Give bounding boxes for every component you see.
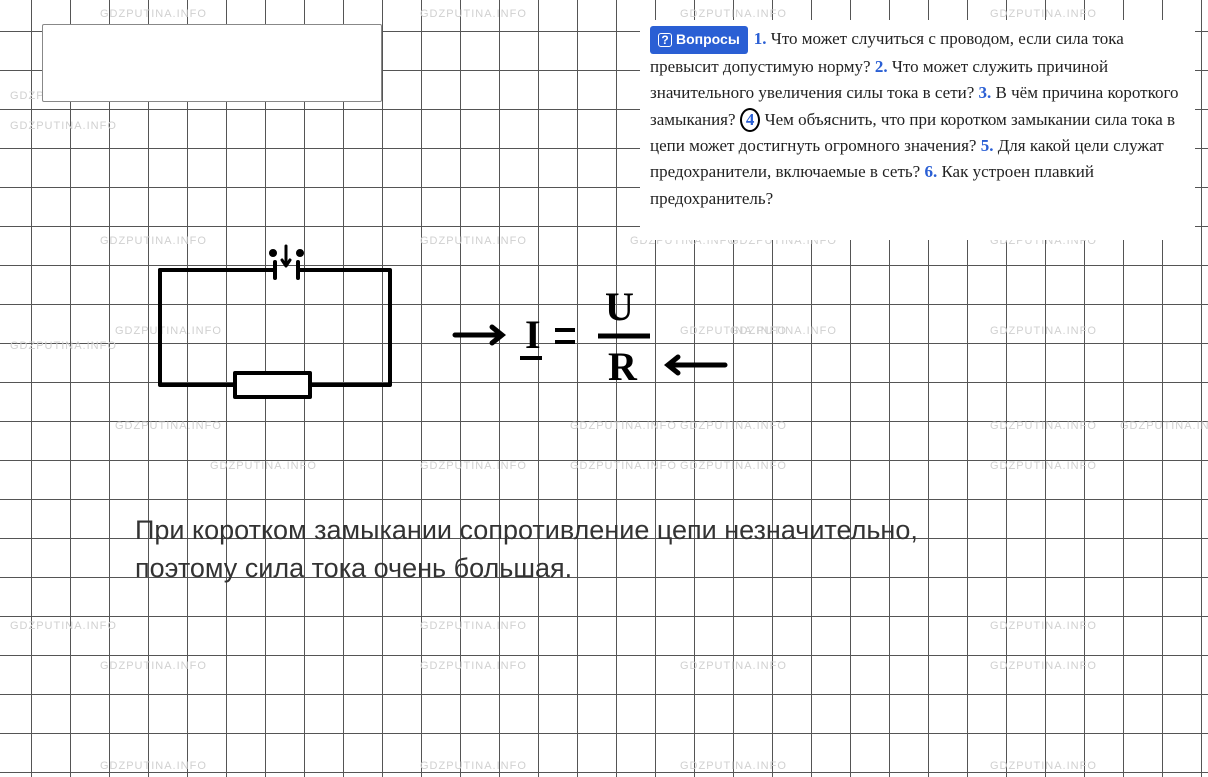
formula-I: I (525, 312, 541, 357)
circuit-diagram (140, 240, 420, 410)
questions-block: ? Вопросы 1. Что может случиться с провод… (640, 20, 1195, 240)
question-number: 6. (924, 162, 941, 181)
questions-text: 1. Что может случиться с проводом, если … (650, 29, 1179, 208)
answer-line-2: поэтому сила тока очень большая. (135, 550, 918, 588)
answer-text: При коротком замыкании сопротивление цеп… (135, 512, 918, 588)
question-number: 5. (981, 136, 998, 155)
question-number: 3. (979, 83, 996, 102)
question-mark-icon: ? (658, 33, 672, 47)
formula-U: U (605, 284, 634, 329)
formula-R: R (608, 344, 638, 389)
questions-badge: ? Вопросы (650, 26, 748, 54)
answer-box-outline (42, 24, 382, 102)
formula-block: I U R (450, 280, 750, 400)
badge-label: Вопросы (676, 31, 740, 47)
question-number: 2. (875, 57, 892, 76)
question-number: 1. (754, 29, 771, 48)
answer-line-1: При коротком замыкании сопротивление цеп… (135, 512, 918, 550)
question-number: 4 (740, 110, 765, 129)
